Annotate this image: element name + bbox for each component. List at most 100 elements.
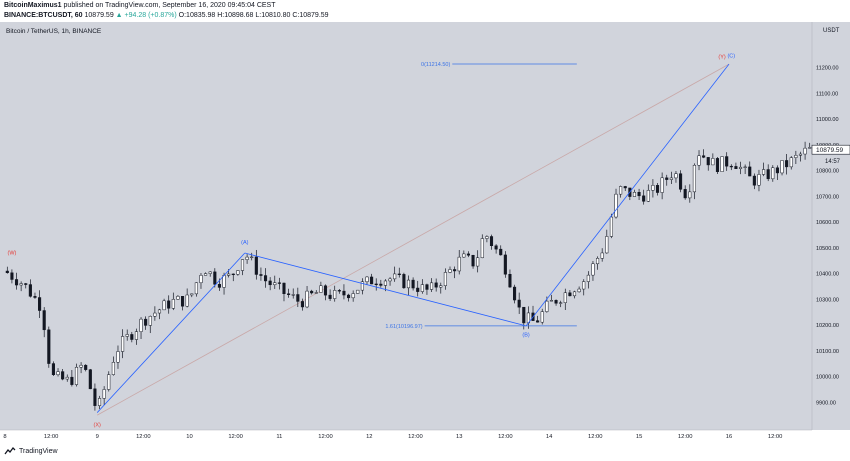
candle-body bbox=[19, 283, 23, 286]
y-tick-label: 10800.00 bbox=[816, 169, 839, 175]
candle-body bbox=[5, 270, 9, 274]
candle-body bbox=[577, 288, 581, 293]
price-scale-unit: USDT bbox=[823, 28, 840, 34]
candle-body bbox=[310, 290, 314, 294]
candle-body bbox=[273, 282, 277, 286]
candle-body bbox=[365, 276, 369, 283]
fib-label: 1.61(10196.97) bbox=[385, 324, 422, 330]
candle-body bbox=[231, 273, 235, 276]
candle-body bbox=[180, 296, 185, 307]
y-tick-label: 10600.00 bbox=[816, 220, 839, 226]
y-tick-label: 11000.00 bbox=[816, 117, 839, 123]
x-tick-label: 12:00 bbox=[768, 434, 783, 440]
high-label: H: bbox=[217, 12, 225, 19]
candle-body bbox=[738, 166, 743, 169]
candle-body bbox=[379, 283, 383, 286]
candle-body bbox=[609, 216, 613, 237]
candle-body bbox=[752, 175, 756, 186]
candle-body bbox=[715, 158, 720, 172]
candle-body bbox=[245, 256, 249, 260]
candle-body bbox=[720, 156, 724, 172]
candle-body bbox=[771, 167, 775, 180]
candle-body bbox=[794, 154, 798, 158]
candle-body bbox=[240, 259, 245, 271]
candle-body bbox=[651, 185, 655, 191]
candle-body bbox=[208, 271, 212, 274]
wave-labels: (W) (A) (B) (X) (Y) (C) bbox=[7, 53, 735, 428]
candle-body bbox=[130, 334, 134, 340]
candle-body bbox=[596, 258, 600, 265]
candle-body bbox=[457, 256, 461, 272]
tradingview-footer[interactable]: TradingView bbox=[4, 447, 58, 455]
candle-body bbox=[277, 282, 281, 284]
candle-body bbox=[623, 186, 627, 189]
candle-body bbox=[462, 253, 466, 258]
candle-body bbox=[323, 285, 328, 296]
candle-body bbox=[669, 177, 673, 180]
candle-body bbox=[194, 282, 198, 295]
candle-body bbox=[729, 165, 733, 168]
diagonal-trend-line bbox=[97, 63, 730, 416]
candle-body bbox=[808, 147, 812, 149]
y-tick-label: 11200.00 bbox=[816, 66, 839, 72]
candle-body bbox=[328, 294, 332, 299]
y-tick-label: 10400.00 bbox=[816, 272, 839, 278]
price-scale-area[interactable] bbox=[812, 22, 850, 430]
candle-body bbox=[480, 238, 484, 259]
candle-body bbox=[559, 302, 563, 304]
footer-brand: TradingView bbox=[19, 447, 58, 455]
candle-body bbox=[254, 256, 258, 275]
candle-body bbox=[545, 300, 549, 312]
candle-body bbox=[434, 282, 438, 288]
low-label: L: bbox=[255, 12, 262, 19]
x-tick-label: 15 bbox=[636, 434, 642, 440]
candle-body bbox=[789, 157, 793, 168]
candle-body bbox=[443, 272, 447, 286]
candle-body bbox=[70, 376, 74, 385]
wave-label: (C) bbox=[727, 53, 735, 59]
candle-body bbox=[711, 158, 715, 166]
x-tick-label: 12:00 bbox=[318, 434, 333, 440]
x-tick-label: 8 bbox=[3, 434, 6, 440]
candle-body bbox=[674, 173, 678, 179]
wave-segment bbox=[96, 252, 246, 413]
candle-body bbox=[494, 245, 498, 250]
candle-body bbox=[766, 169, 770, 180]
candle-body bbox=[411, 279, 415, 289]
author-name: BitcoinMaximus1 bbox=[4, 2, 62, 9]
candle-body bbox=[582, 281, 586, 290]
candle-body bbox=[360, 281, 364, 291]
candle-body bbox=[513, 286, 517, 301]
candle-body bbox=[97, 398, 102, 406]
y-tick-label: 9900.00 bbox=[816, 400, 836, 406]
candle-body bbox=[489, 236, 494, 247]
candle-body bbox=[646, 190, 650, 202]
candle-body bbox=[24, 283, 28, 285]
high-value: 10898.68 bbox=[224, 12, 254, 19]
x-tick-label: 10 bbox=[186, 434, 192, 440]
candle-body bbox=[148, 316, 152, 326]
candle-body bbox=[56, 371, 60, 375]
y-tick-label: 10700.00 bbox=[816, 194, 839, 200]
candle-body bbox=[600, 252, 604, 259]
candle-body bbox=[319, 285, 323, 293]
candle-body bbox=[333, 290, 337, 299]
candle-body bbox=[430, 282, 434, 290]
candle-body bbox=[370, 276, 374, 285]
candle-body bbox=[227, 273, 231, 276]
countdown-tag: 14:57 bbox=[825, 159, 841, 165]
plot-area[interactable] bbox=[0, 22, 812, 430]
candle-body bbox=[111, 361, 115, 375]
x-tick-label: 12 bbox=[366, 434, 372, 440]
candle-body bbox=[517, 299, 521, 308]
candle-body bbox=[263, 275, 268, 282]
candle-body bbox=[42, 310, 46, 331]
x-tick-label: 12:00 bbox=[408, 434, 423, 440]
candle-body bbox=[337, 290, 341, 292]
last-price-tag: 10879.59 bbox=[816, 147, 843, 154]
candle-body bbox=[572, 291, 577, 297]
candle-body bbox=[605, 236, 609, 254]
y-tick-label: 10200.00 bbox=[816, 323, 839, 329]
publish-info: BitcoinMaximus1 published on TradingView… bbox=[4, 2, 275, 9]
